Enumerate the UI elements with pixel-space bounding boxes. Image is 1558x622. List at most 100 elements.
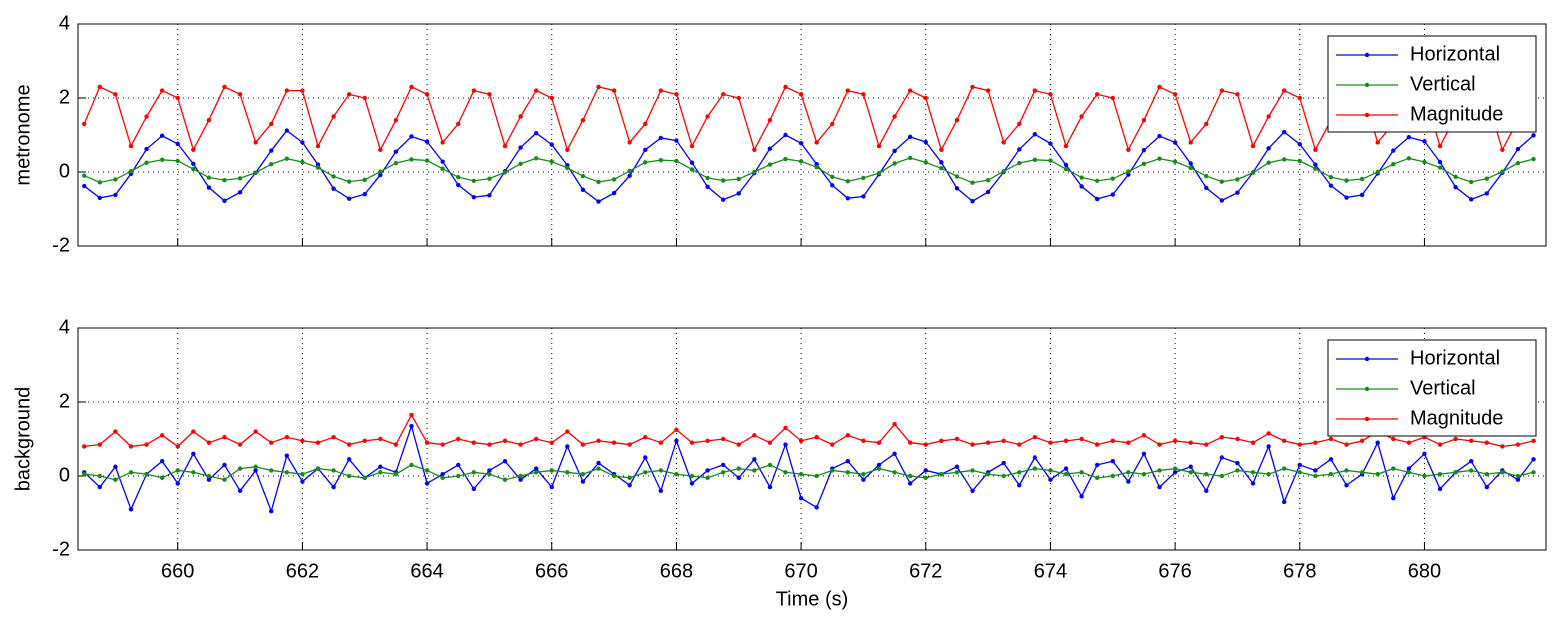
- data-point: [518, 114, 523, 119]
- data-point: [1017, 470, 1022, 475]
- data-point: [222, 198, 227, 204]
- data-point: [611, 177, 617, 182]
- data-point: [1422, 451, 1427, 456]
- data-point: [798, 140, 804, 146]
- axes-frame: [77, 23, 1547, 247]
- data-point: [892, 114, 897, 119]
- data-point: [845, 459, 851, 464]
- data-point: [253, 429, 258, 434]
- data-point: [159, 475, 165, 481]
- data-point: [1141, 161, 1147, 167]
- data-point: [643, 455, 648, 460]
- data-point: [658, 440, 664, 445]
- legend-marker: [1364, 82, 1370, 88]
- data-point: [315, 165, 321, 170]
- data-point: [720, 197, 726, 202]
- data-point: [939, 166, 944, 171]
- data-point: [954, 174, 960, 179]
- data-point: [720, 470, 726, 475]
- data-point: [1531, 470, 1536, 475]
- x-tick-label: 676: [1158, 560, 1191, 582]
- data-point: [1141, 118, 1147, 123]
- data-point: [1484, 484, 1489, 490]
- data-point: [175, 468, 180, 473]
- data-point: [237, 190, 243, 195]
- data-point: [580, 118, 586, 123]
- data-point: [736, 466, 741, 471]
- data-point: [876, 170, 882, 176]
- data-point: [627, 475, 632, 481]
- data-point: [1250, 170, 1256, 175]
- x-tick-label: 668: [660, 560, 693, 582]
- data-point: [970, 468, 975, 473]
- series-line: [83, 129, 1534, 203]
- data-point: [798, 496, 804, 501]
- data-point: [487, 193, 492, 198]
- data-point: [674, 438, 679, 444]
- data-point: [222, 177, 227, 183]
- data-point: [1204, 173, 1209, 179]
- data-point: [300, 471, 305, 477]
- data-point: [424, 139, 430, 144]
- data-point: [985, 88, 991, 93]
- data-point: [82, 121, 87, 127]
- data-point: [1235, 436, 1240, 442]
- data-point: [1219, 198, 1225, 203]
- data-point: [814, 505, 819, 510]
- data-point: [191, 470, 196, 475]
- data-point: [237, 442, 243, 447]
- legend-label: Magnitude: [1410, 103, 1503, 125]
- data-point: [1359, 192, 1365, 198]
- data-point: [674, 92, 679, 97]
- data-point: [1515, 473, 1521, 479]
- data-point: [1281, 129, 1287, 135]
- data-point: [378, 464, 383, 469]
- data-point: [113, 477, 118, 482]
- data-point: [237, 466, 243, 471]
- data-point: [362, 475, 367, 481]
- data-point: [720, 436, 726, 442]
- data-point: [814, 434, 819, 440]
- data-point: [1141, 471, 1147, 477]
- data-point: [331, 174, 336, 179]
- data-point: [1391, 496, 1396, 501]
- data-point: [752, 147, 757, 152]
- data-point: [97, 84, 103, 90]
- data-point: [767, 484, 773, 490]
- data-point: [767, 162, 773, 167]
- data-point: [907, 155, 913, 161]
- data-point: [1266, 146, 1271, 151]
- data-point: [175, 95, 180, 101]
- data-point: [845, 196, 851, 201]
- y-tick-label: 4: [59, 316, 70, 338]
- data-point: [1313, 166, 1318, 171]
- data-point: [939, 160, 944, 165]
- data-point: [658, 135, 664, 141]
- data-point: [456, 473, 461, 479]
- data-point: [159, 459, 165, 464]
- data-point: [1422, 473, 1427, 479]
- data-point: [378, 470, 383, 475]
- data-point: [1157, 84, 1162, 90]
- data-point: [1297, 442, 1302, 447]
- data-point: [861, 477, 866, 482]
- data-point: [689, 481, 695, 486]
- data-point: [1281, 466, 1287, 471]
- data-point: [689, 167, 695, 172]
- data-point: [1391, 162, 1396, 167]
- data-point: [300, 159, 305, 165]
- data-point: [1235, 190, 1240, 195]
- data-point: [409, 84, 414, 90]
- data-point: [440, 475, 445, 481]
- data-point: [424, 481, 430, 486]
- data-point: [487, 176, 492, 181]
- data-point: [1063, 471, 1069, 477]
- data-point: [393, 118, 399, 123]
- data-point: [533, 470, 539, 475]
- data-point: [175, 141, 180, 147]
- data-point: [346, 457, 352, 462]
- data-point: [502, 477, 508, 482]
- series-line: [84, 413, 1534, 448]
- data-point: [1032, 132, 1038, 137]
- data-point: [1531, 133, 1536, 138]
